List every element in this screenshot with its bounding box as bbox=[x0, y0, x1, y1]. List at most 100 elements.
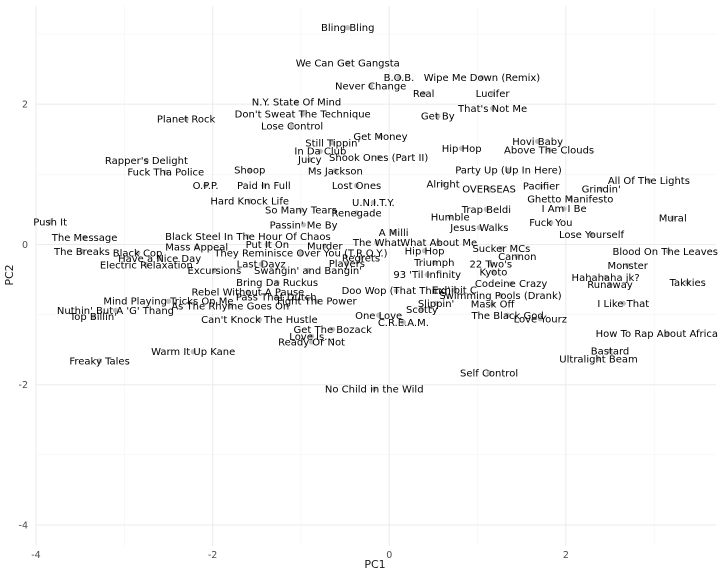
point-label: The Black God bbox=[470, 311, 543, 322]
data-point bbox=[490, 269, 497, 275]
point-label: Jesus Walks bbox=[449, 223, 508, 234]
data-point bbox=[112, 307, 119, 313]
point-label: Pacifier bbox=[523, 182, 560, 193]
data-point bbox=[483, 206, 489, 212]
point-label: Codeine Crazy bbox=[475, 279, 548, 290]
point-label: Lost Ones bbox=[332, 181, 381, 192]
data-point bbox=[330, 140, 336, 146]
data-point bbox=[535, 138, 541, 144]
point-label: Ready Or Not bbox=[278, 337, 345, 348]
data-point bbox=[371, 386, 377, 392]
data-point bbox=[489, 301, 496, 307]
data-point bbox=[308, 339, 315, 345]
data-point bbox=[202, 182, 209, 189]
data-point bbox=[489, 91, 496, 97]
data-point bbox=[256, 316, 263, 323]
point-label: O.P.P. bbox=[193, 181, 219, 192]
point-label: Get The Bozack bbox=[294, 325, 373, 336]
point-label: Self Control bbox=[460, 368, 518, 379]
data-point bbox=[247, 198, 253, 204]
data-point bbox=[393, 288, 399, 294]
data-point bbox=[298, 207, 304, 213]
y-tick-labels: -4 -2 0 2 bbox=[19, 100, 28, 532]
point-labels: Bling Bling We Can Get Gangsta Wipe Me Dow… bbox=[33, 23, 718, 395]
point-label: Slippin' bbox=[418, 299, 454, 310]
x-axis-title: PC1 bbox=[364, 558, 385, 571]
data-point bbox=[300, 222, 307, 228]
y-tick-label: 2 bbox=[22, 100, 28, 111]
data-point bbox=[245, 289, 251, 295]
point-label: Hip Hop bbox=[442, 144, 482, 155]
point-label: Rapper's Delight bbox=[105, 156, 188, 167]
data-point bbox=[374, 239, 380, 245]
data-point bbox=[391, 229, 397, 236]
point-label: Hip Hop bbox=[405, 246, 445, 257]
data-point bbox=[308, 333, 315, 339]
point-label: Cannon bbox=[498, 252, 536, 263]
data-point bbox=[498, 246, 505, 252]
data-point bbox=[424, 271, 430, 278]
data-point bbox=[293, 99, 300, 105]
point-label: Nuthin' But A 'G' Thang bbox=[57, 306, 174, 317]
point-label: 22 Two's bbox=[469, 260, 512, 271]
point-label: Swimming Pools (Drank) bbox=[439, 291, 561, 302]
x-tick-label: -2 bbox=[208, 550, 217, 561]
point-label: Passin' Me By bbox=[270, 220, 338, 231]
point-label: Grindin' bbox=[582, 185, 621, 196]
point-label: Love Yourz bbox=[514, 314, 567, 325]
data-point bbox=[314, 298, 320, 304]
data-point bbox=[504, 312, 511, 318]
data-point bbox=[665, 248, 671, 255]
data-point bbox=[685, 279, 691, 285]
data-point bbox=[440, 181, 446, 187]
data-point bbox=[194, 244, 200, 250]
data-point bbox=[134, 250, 141, 256]
point-label: Excursions bbox=[188, 266, 242, 277]
x-tick-label: -4 bbox=[31, 550, 40, 561]
data-point bbox=[546, 147, 552, 153]
data-point bbox=[607, 281, 613, 288]
point-label: Ms Jackson bbox=[308, 166, 363, 177]
data-point bbox=[345, 60, 351, 66]
data-point bbox=[344, 260, 350, 266]
data-point bbox=[508, 281, 514, 287]
data-point bbox=[435, 113, 441, 119]
data-point bbox=[317, 148, 323, 154]
point-label: Freaky Tales bbox=[69, 356, 129, 367]
point-label: Bling Bling bbox=[321, 23, 374, 34]
point-label: Renegade bbox=[332, 208, 382, 219]
data-point bbox=[625, 262, 631, 269]
point-label: Shoop bbox=[234, 166, 265, 177]
point-label: Planet Rock bbox=[157, 114, 216, 125]
data-point bbox=[143, 157, 149, 163]
point-label: Juicy bbox=[297, 155, 322, 166]
point-label: N.Y. State Of Mind bbox=[252, 98, 341, 109]
point-label: Love Is... bbox=[289, 332, 333, 343]
data-point bbox=[307, 156, 313, 163]
point-label: Electric Relaxation bbox=[100, 260, 193, 271]
point-label: What About Me bbox=[400, 238, 477, 249]
point-label: Bastard bbox=[591, 347, 630, 358]
data-point bbox=[245, 234, 251, 240]
data-point bbox=[261, 182, 267, 189]
point-label: Mind Playing Tricks On Me bbox=[103, 297, 233, 308]
point-label: Swangin' and Bangin' bbox=[254, 266, 362, 277]
point-label: I Like That bbox=[597, 299, 649, 310]
point-label: Mask Off bbox=[471, 300, 516, 311]
y-axis-title: PC2 bbox=[3, 264, 16, 285]
data-point bbox=[90, 314, 97, 320]
data-point bbox=[322, 243, 328, 249]
data-point bbox=[561, 206, 567, 212]
x-tick-label: 2 bbox=[563, 550, 569, 561]
data-point bbox=[289, 123, 295, 129]
data-point bbox=[451, 287, 458, 293]
data-point bbox=[607, 348, 613, 354]
data-point bbox=[358, 255, 364, 261]
point-label: So Many Tears bbox=[265, 206, 337, 217]
data-point bbox=[433, 300, 439, 306]
point-label: Sucker MCs bbox=[472, 244, 530, 255]
point-label: Scotty bbox=[406, 305, 438, 316]
point-label: Can't Knock The Hustle bbox=[201, 315, 317, 326]
data-point bbox=[274, 279, 280, 285]
